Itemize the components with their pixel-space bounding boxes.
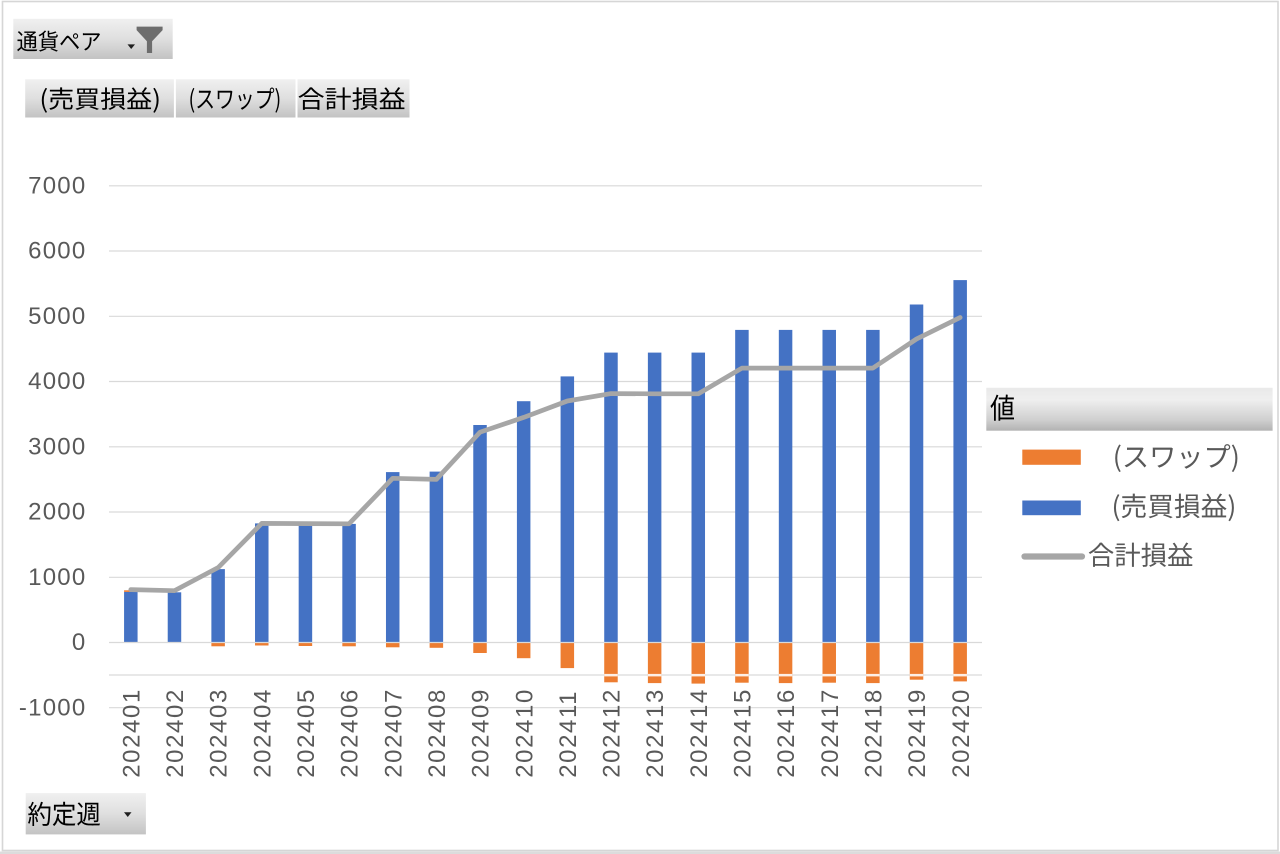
- svg-text:202404: 202404: [249, 688, 276, 778]
- svg-text:202417: 202417: [817, 688, 844, 778]
- svg-text:202414: 202414: [686, 688, 713, 778]
- svg-text:202419: 202419: [904, 688, 931, 778]
- svg-text:2000: 2000: [28, 499, 86, 526]
- svg-text:1000: 1000: [28, 564, 86, 591]
- svg-text:202420: 202420: [948, 688, 975, 778]
- svg-text:202416: 202416: [773, 688, 800, 778]
- svg-text:202415: 202415: [730, 688, 757, 778]
- svg-text:4000: 4000: [28, 368, 86, 395]
- svg-text:3000: 3000: [28, 433, 86, 460]
- svg-text:202402: 202402: [162, 688, 189, 778]
- svg-text:5000: 5000: [28, 303, 86, 330]
- svg-text:202412: 202412: [599, 688, 626, 778]
- svg-text:-1000: -1000: [19, 694, 87, 721]
- svg-text:202401: 202401: [118, 688, 145, 778]
- svg-text:6000: 6000: [28, 238, 86, 265]
- svg-text:202409: 202409: [468, 688, 495, 778]
- svg-text:7000: 7000: [28, 172, 86, 199]
- svg-text:0: 0: [72, 629, 87, 656]
- svg-text:202407: 202407: [380, 688, 407, 778]
- svg-text:202413: 202413: [642, 688, 669, 778]
- svg-text:202411: 202411: [555, 690, 582, 778]
- svg-text:202418: 202418: [860, 688, 887, 778]
- svg-text:202403: 202403: [206, 688, 233, 778]
- svg-text:202406: 202406: [337, 688, 364, 778]
- svg-text:202408: 202408: [424, 688, 451, 778]
- svg-text:202410: 202410: [511, 688, 538, 778]
- svg-text:202405: 202405: [293, 688, 320, 778]
